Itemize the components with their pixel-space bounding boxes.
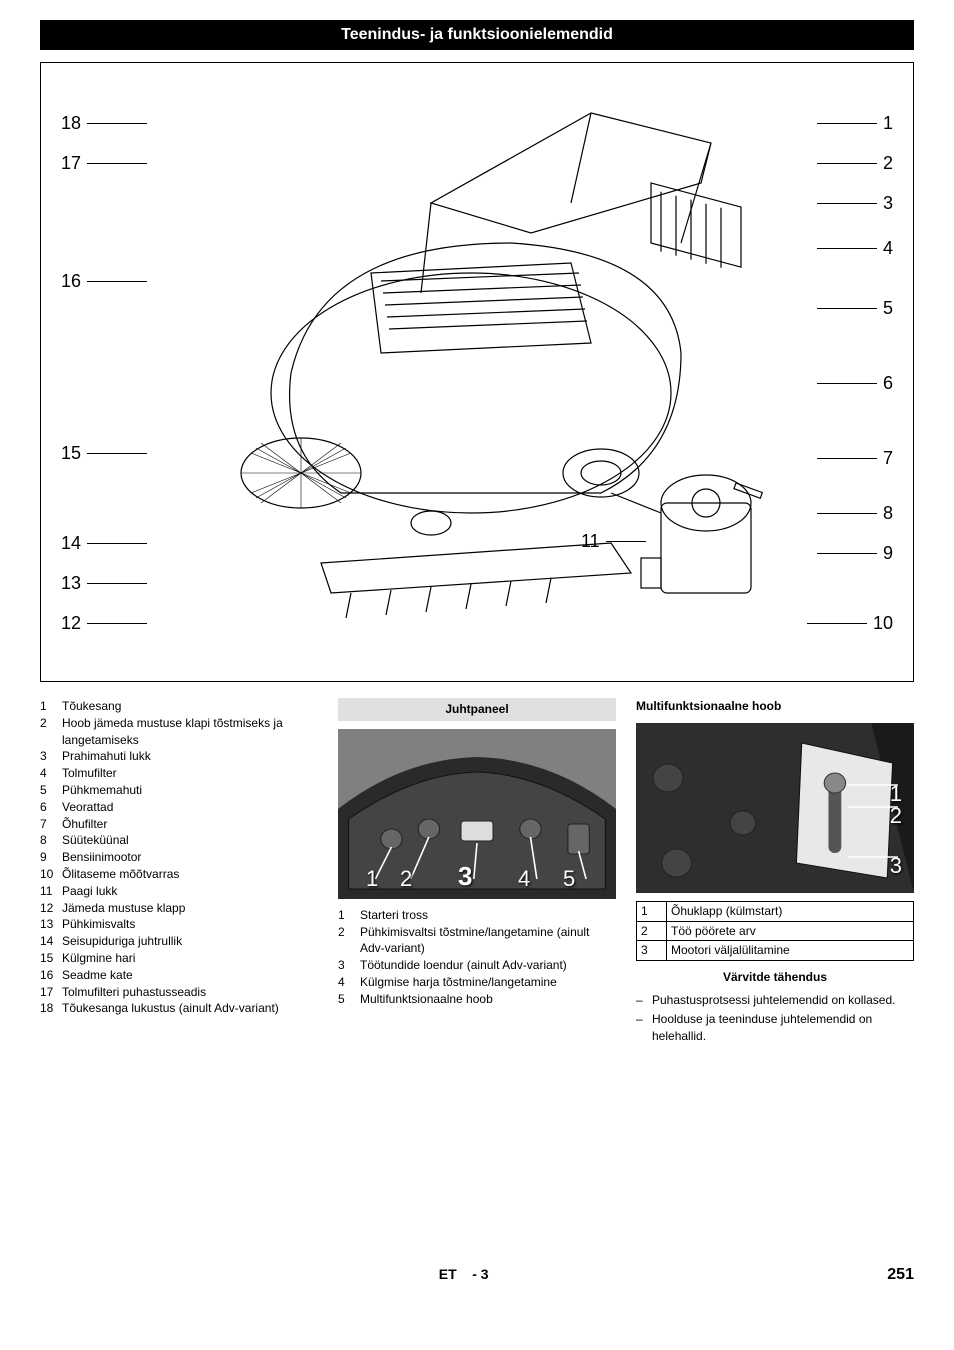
parts-list-item: 4Tolmufilter xyxy=(40,765,318,782)
callout-left: 13 xyxy=(61,573,147,594)
panel-list-item: 5Multifunktsionaalne hoob xyxy=(338,991,616,1008)
panel-callout-number: 1 xyxy=(366,864,378,895)
callout-left: 15 xyxy=(61,443,147,464)
panel-callout-number: 2 xyxy=(400,864,412,895)
lever-callout-number: 2 xyxy=(890,801,902,832)
lever-table-row: 2Töö pöörete arv xyxy=(637,921,914,941)
callout-right: 9 xyxy=(817,543,893,564)
footer-page-global: 251 xyxy=(887,1266,914,1284)
panel-list-item: 1Starteri tross xyxy=(338,907,616,924)
panel-callout-number: 5 xyxy=(563,864,575,895)
parts-list-item: 11Paagi lukk xyxy=(40,883,318,900)
page-title: Teenindus- ja funktsioonielemendid xyxy=(40,20,914,50)
sweeper-illustration xyxy=(171,93,771,633)
parts-list-item: 3Prahimahuti lukk xyxy=(40,748,318,765)
control-panel-column: Juhtpaneel 12345 1Sta xyxy=(338,698,616,1046)
panel-list-item: 3Töötundide loendur (ainult Adv-variant) xyxy=(338,957,616,974)
parts-list-item: 6Veorattad xyxy=(40,799,318,816)
lever-table-row: 3Mootori väljalülitamine xyxy=(637,941,914,961)
multi-lever-image: 123 xyxy=(636,723,914,893)
callout-right: 1 xyxy=(817,113,893,134)
content-columns: 1Tõukesang2Hoob jämeda mustuse klapi tõs… xyxy=(40,698,914,1046)
parts-list-item: 5Pühkmemahuti xyxy=(40,782,318,799)
page-footer: ET - 3 251 xyxy=(40,1266,914,1284)
color-meaning-header: Värvitde tähendus xyxy=(636,969,914,986)
control-panel-image: 12 3 4 5 xyxy=(338,729,616,899)
callout-right: 3 xyxy=(817,193,893,214)
parts-list-item: 15Külgmine hari xyxy=(40,950,318,967)
parts-list-item: 14Seisupiduriga juhtrullik xyxy=(40,933,318,950)
parts-list-column: 1Tõukesang2Hoob jämeda mustuse klapi tõs… xyxy=(40,698,318,1046)
callout-left: 12 xyxy=(61,613,147,634)
callout-right: 5 xyxy=(817,298,893,319)
parts-list-item: 2Hoob jämeda mustuse klapi tõstmiseks ja… xyxy=(40,715,318,749)
panel-list-item: 4Külgmise harja tõstmine/langetamine xyxy=(338,974,616,991)
footer-lang: ET xyxy=(439,1266,457,1282)
parts-list-item: 13Pühkimisvalts xyxy=(40,916,318,933)
parts-list-item: 12Jämeda mustuse klapp xyxy=(40,900,318,917)
callout-left: 18 xyxy=(61,113,147,134)
parts-list-item: 16Seadme kate xyxy=(40,967,318,984)
callout-left: 14 xyxy=(61,533,147,554)
main-diagram: 181716151413121234567891011 xyxy=(40,62,914,682)
parts-list-item: 1Tõukesang xyxy=(40,698,318,715)
parts-list-item: 7Õhufilter xyxy=(40,816,318,833)
parts-list-item: 8Süüteküünal xyxy=(40,832,318,849)
callout-left: 16 xyxy=(61,271,147,292)
panel-list-item: 2Pühkimisvaltsi tõstmine/langetamine (ai… xyxy=(338,924,616,958)
parts-list-item: 18Tõukesanga lukustus (ainult Adv-varian… xyxy=(40,1000,318,1017)
callout-left: 17 xyxy=(61,153,147,174)
callout-right: 6 xyxy=(817,373,893,394)
lever-table: 1Õhuklapp (külmstart)2Töö pöörete arv3Mo… xyxy=(636,901,914,961)
panel-callout-number: 4 xyxy=(518,864,530,895)
callout-right: 4 xyxy=(817,238,893,259)
control-panel-header: Juhtpaneel xyxy=(338,698,616,721)
lever-table-row: 1Õhuklapp (külmstart) xyxy=(637,901,914,921)
callout-right: 7 xyxy=(817,448,893,469)
footer-sep: - xyxy=(472,1266,477,1282)
callout-right: 10 xyxy=(807,613,893,634)
callout-right: 8 xyxy=(817,503,893,524)
parts-list-item: 17Tolmufilteri puhastusseadis xyxy=(40,984,318,1001)
multi-lever-illustration xyxy=(636,723,914,893)
parts-list-item: 10Õlitaseme mõõtvarras xyxy=(40,866,318,883)
parts-list-item: 9Bensiinimootor xyxy=(40,849,318,866)
color-note-item: –Hoolduse ja teeninduse juhtelemendid on… xyxy=(636,1011,914,1045)
multi-lever-column: Multifunktsionaalne hoob 123 1Õhukla xyxy=(636,698,914,1046)
footer-page-local: 3 xyxy=(481,1266,489,1282)
panel-callout-number: 3 xyxy=(458,858,472,894)
lever-callout-number: 3 xyxy=(890,851,902,882)
color-note-item: –Puhastusprotsessi juhtelemendid on koll… xyxy=(636,992,914,1009)
multi-lever-header: Multifunktsionaalne hoob xyxy=(636,698,914,715)
callout-inner: 11 xyxy=(581,531,646,552)
callout-right: 2 xyxy=(817,153,893,174)
